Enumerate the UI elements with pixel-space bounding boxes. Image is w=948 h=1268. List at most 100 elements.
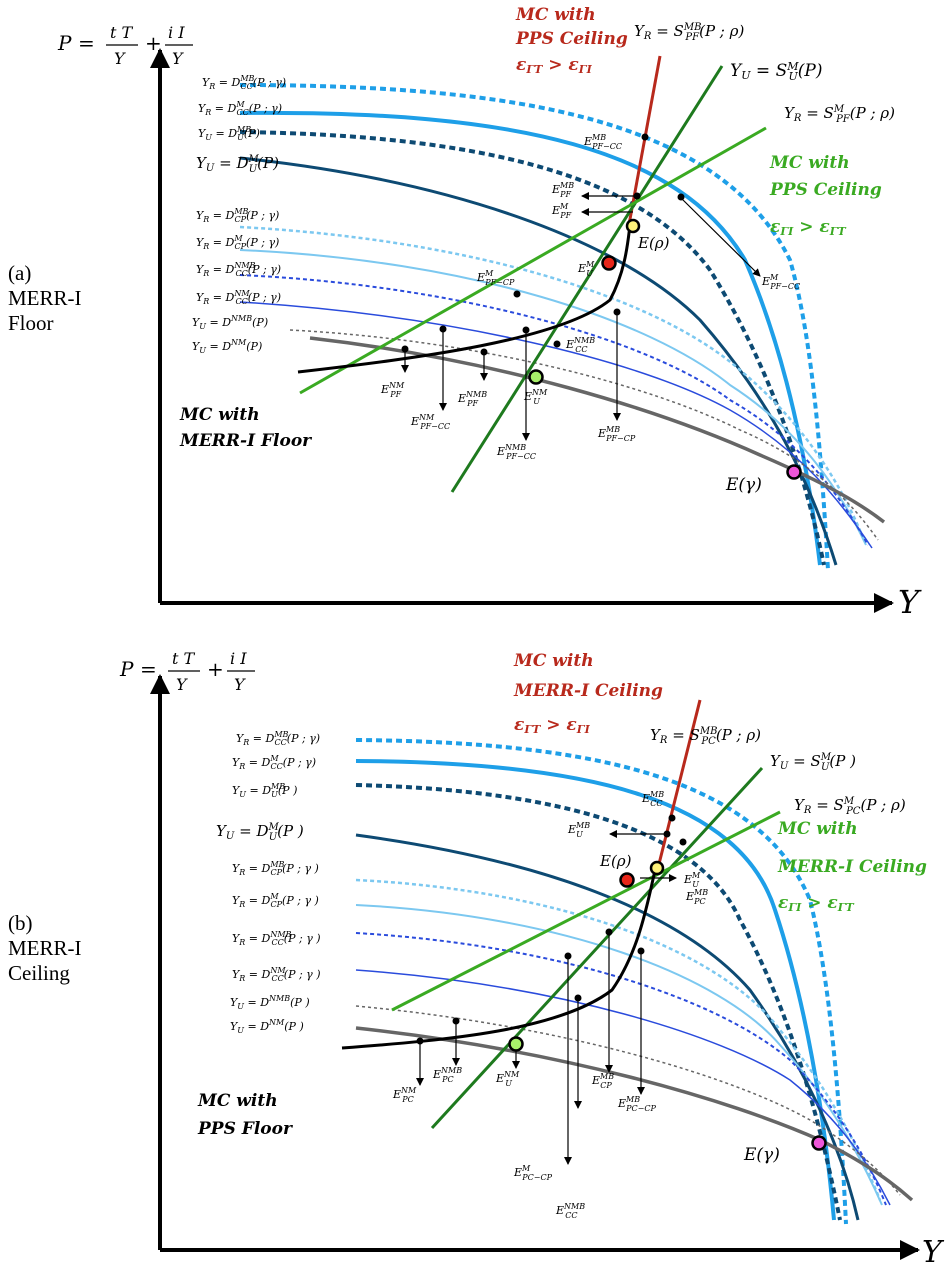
svg-text:PPS Ceiling: PPS Ceiling: [515, 29, 628, 49]
demand-curve-mb-u: [355, 783, 842, 1221]
svg-text:εΓT > εΓI: εΓT > εΓI: [514, 715, 591, 736]
mc-green-label: MC with MERR-I Ceiling εΓI > εΓT: [777, 819, 927, 914]
mc-black-label: MC with PPS Floor: [197, 1091, 293, 1139]
svg-text:E(ρ): E(ρ): [599, 852, 632, 870]
svg-text:εΓI > εΓT: εΓI > εΓT: [778, 893, 855, 914]
eq-e-rho-dot: [649, 860, 665, 876]
svg-text:PPS Ceiling: PPS Ceiling: [769, 180, 882, 200]
demand-curve-mb-cp: [355, 878, 882, 1201]
svg-text:YU = DNMB(P): YU = DNMB(P): [192, 314, 268, 331]
mc-curve-black: [341, 865, 658, 1050]
demand-curve-m-u: [239, 156, 838, 566]
svg-text:MC with: MC with: [515, 5, 596, 25]
intersection-dots: [401, 133, 685, 356]
demand-curve-nm-cc: [355, 969, 891, 1206]
eq-e-rho-dot: [625, 218, 641, 234]
svg-text:i I: i I: [230, 649, 247, 668]
supply-curve-m-u: [430, 766, 764, 1130]
demand-curve-nmb-cc: [355, 932, 887, 1206]
demand-labels: YR = DMB CC(P ; γ) YR = DM CC(P ; γ) YU = …: [192, 74, 286, 355]
mc-curve-black: [297, 224, 632, 374]
demand-curve-m-cp: [239, 249, 867, 546]
eq-e-m-u-dot: [601, 255, 617, 271]
svg-text:t T: t T: [172, 649, 196, 668]
panel-b: Y P = t T Y + i I Y (b) MERR-I Ceiling: [8, 649, 945, 1268]
panel-title-2: Ceiling: [8, 961, 70, 985]
eq-e-gamma-dot: [786, 464, 802, 480]
demand-curve-m-u: [355, 833, 860, 1221]
demand-curve-nmb: [355, 1005, 901, 1196]
panel-letter: (a): [8, 261, 31, 285]
arrows: [416, 830, 677, 1165]
svg-text:YU = DNM(P ): YU = DNM(P ): [230, 1018, 304, 1035]
demand-curve-mb-cc: [239, 83, 830, 571]
svg-text:MC with: MC with: [179, 405, 260, 425]
mc-red-label: MC with MERR-I Ceiling εΓT > εΓI: [513, 651, 663, 736]
svg-text:εΓI > εΓT: εΓI > εΓT: [770, 217, 847, 238]
svg-text:MERR-I Ceiling: MERR-I Ceiling: [777, 857, 927, 877]
demand-labels: YR = DMB CC(P ; γ) YR = DM CC(P ; γ) YU = …: [216, 730, 321, 1035]
demand-curve-mb-cc: [355, 738, 848, 1225]
y-axis-label: P = t T Y + i I Y: [119, 649, 255, 694]
svg-text:Y: Y: [172, 49, 184, 68]
mc-black-label: MC with MERR-I Floor: [179, 405, 312, 451]
eq-e-nm-u-dot: [528, 369, 544, 385]
supply-curve-m-pc: [391, 810, 781, 1012]
panel-title-1: MERR-I: [8, 936, 82, 960]
svg-text:P: P: [119, 657, 134, 681]
mc-red-label: MC with PPS Ceiling εΓT > εΓI: [515, 5, 628, 76]
svg-text:EMU: EM U: [577, 260, 595, 278]
svg-text:Y: Y: [176, 675, 188, 694]
y-axis-label: P = t T Y + i I Y: [57, 23, 193, 68]
svg-text:P: P: [57, 31, 72, 55]
demand-curve-m-cc: [239, 110, 822, 566]
svg-text:MERR-I Ceiling: MERR-I Ceiling: [513, 681, 663, 701]
eq-e-nm-u-dot: [508, 1036, 524, 1052]
demand-curve-nm-cc: [239, 301, 873, 549]
svg-text:=: =: [140, 657, 157, 681]
svg-text:YU = DMU(P): YU = DM U(P): [196, 154, 279, 175]
svg-text:εΓT > εΓI: εΓT > εΓI: [516, 55, 593, 76]
svg-text:i I: i I: [168, 23, 185, 42]
demand-curve-m-cp: [355, 904, 883, 1206]
demand-curve-nmb-cc: [239, 274, 869, 546]
mc-green-label: MC with PPS Ceiling εΓI > εΓT: [769, 153, 882, 238]
supply-curve-m-u: [450, 65, 724, 493]
svg-text:+: +: [145, 31, 162, 55]
svg-text:MC with: MC with: [513, 651, 594, 671]
svg-text:YU = DMU(P ): YU = DM U(P ): [216, 822, 304, 843]
x-axis-label: Y: [898, 583, 922, 621]
svg-text:MC with: MC with: [197, 1091, 278, 1111]
arrows: [401, 192, 761, 441]
svg-text:YU = DNMB(P ): YU = DNMB(P ): [230, 994, 310, 1011]
eq-e-gamma-dot: [811, 1135, 827, 1151]
demand-curve-mb-cp: [239, 225, 866, 541]
svg-text:t T: t T: [110, 23, 134, 42]
supply-curve-m-pf: [299, 126, 767, 395]
svg-text:YU = SMU(P): YU = SM U(P): [730, 60, 822, 83]
supply-labels: YR = SMB PC(P ; ρ) YU = SM U(P ) YR = SM PC…: [650, 726, 906, 817]
